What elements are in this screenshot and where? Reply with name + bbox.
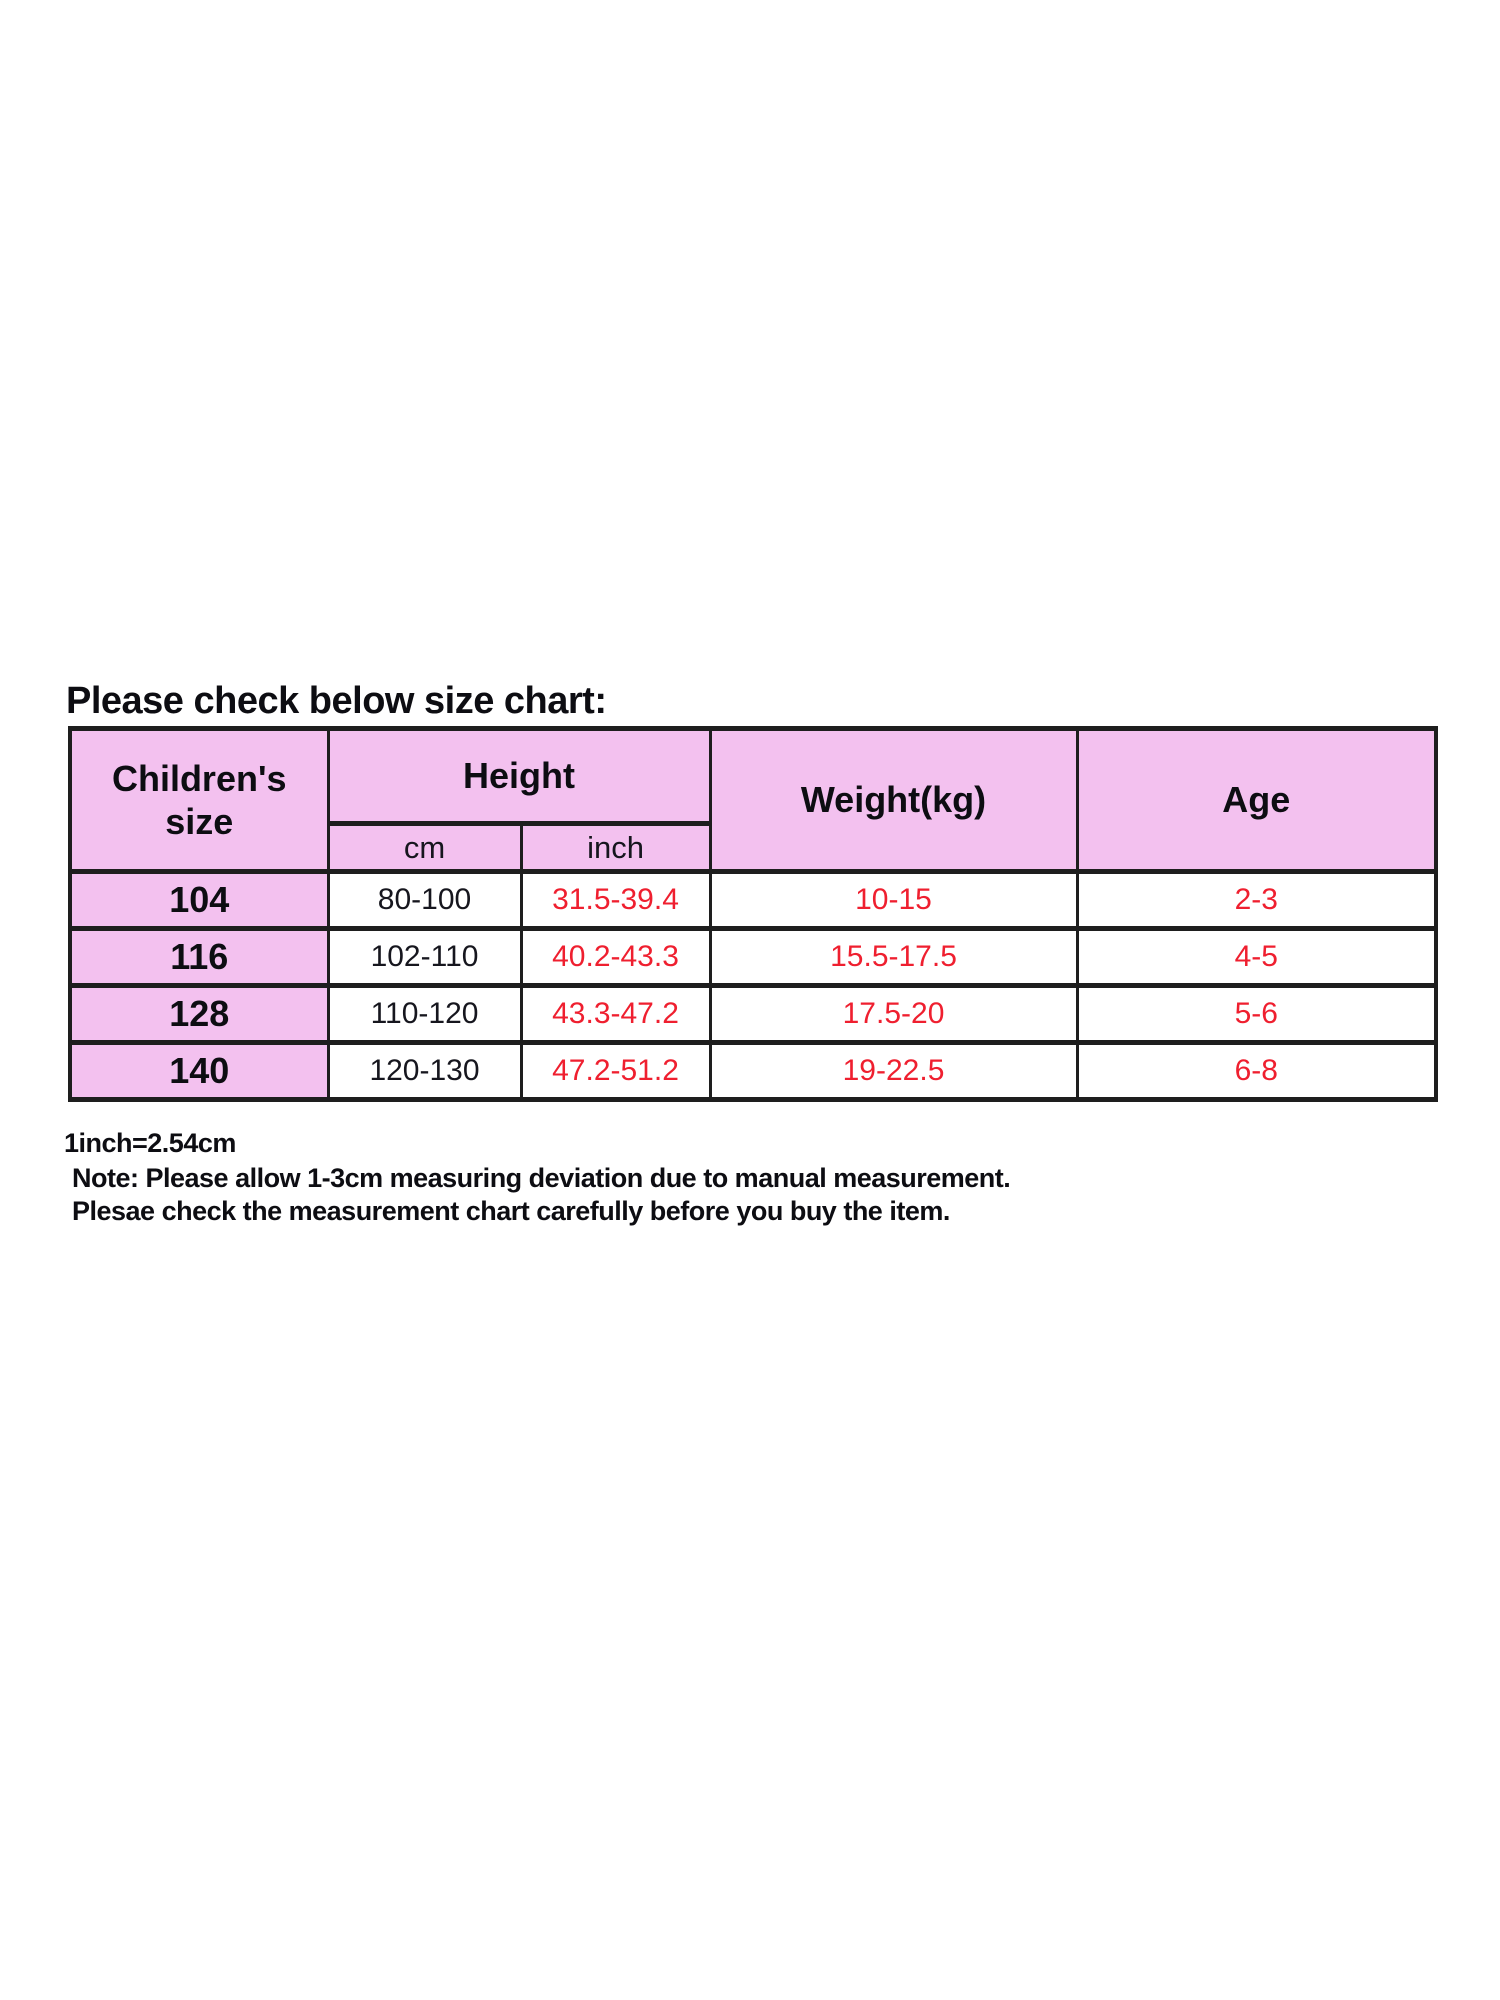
height-inch-cell: 47.2-51.2 xyxy=(519,1040,712,1102)
header-height: Height xyxy=(326,726,712,826)
table-body: 104 80-100 31.5-39.4 10-15 2-3 116 102-1… xyxy=(68,869,1438,1102)
header-weight-kg: Weight(kg) xyxy=(708,726,1079,874)
table-row-size-128: 128 110-120 43.3-47.2 17.5-20 5-6 xyxy=(68,983,1438,1045)
height-cm-cell: 102-110 xyxy=(326,926,523,988)
table-row-size-140: 140 120-130 47.2-51.2 19-22.5 6-8 xyxy=(68,1040,1438,1102)
page-title: Please check below size chart: xyxy=(66,680,607,722)
table-row-size-116: 116 102-110 40.2-43.3 15.5-17.5 4-5 xyxy=(68,926,1438,988)
size-cell: 128 xyxy=(68,983,330,1045)
size-cell: 116 xyxy=(68,926,330,988)
table-header: Children's size Height Weight(kg) Age cm… xyxy=(68,726,1438,874)
check-before-buy-note: Plesae check the measurement chart caref… xyxy=(72,1196,950,1226)
height-inch-cell: 43.3-47.2 xyxy=(519,983,712,1045)
table-row-size-104: 104 80-100 31.5-39.4 10-15 2-3 xyxy=(68,869,1438,931)
header-row-units: cm inch xyxy=(70,821,1436,874)
header-row-main: Children's size Height Weight(kg) Age xyxy=(68,726,1438,874)
height-cm-cell: 110-120 xyxy=(326,983,523,1045)
weight-cell: 10-15 xyxy=(708,869,1079,931)
weight-cell: 19-22.5 xyxy=(708,1040,1079,1102)
height-cm-cell: 120-130 xyxy=(326,1040,523,1102)
age-cell: 6-8 xyxy=(1075,1040,1438,1102)
height-inch-cell: 31.5-39.4 xyxy=(519,869,712,931)
height-inch-cell: 40.2-43.3 xyxy=(519,926,712,988)
inch-conversion-note: 1inch=2.54cm xyxy=(64,1128,236,1158)
size-chart-table: Children's size Height Weight(kg) Age cm… xyxy=(68,726,1438,1102)
header-age: Age xyxy=(1075,726,1438,874)
measuring-deviation-note: Note: Please allow 1-3cm measuring devia… xyxy=(72,1163,1011,1193)
weight-cell: 17.5-20 xyxy=(708,983,1079,1045)
age-cell: 4-5 xyxy=(1075,926,1438,988)
header-unit-inch: inch xyxy=(519,821,712,874)
height-cm-cell: 80-100 xyxy=(326,869,523,931)
size-cell: 104 xyxy=(68,869,330,931)
age-cell: 5-6 xyxy=(1075,983,1438,1045)
weight-cell: 15.5-17.5 xyxy=(708,926,1079,988)
size-cell: 140 xyxy=(68,1040,330,1102)
header-children-size: Children's size xyxy=(68,726,330,874)
age-cell: 2-3 xyxy=(1075,869,1438,931)
header-unit-cm: cm xyxy=(326,821,523,874)
